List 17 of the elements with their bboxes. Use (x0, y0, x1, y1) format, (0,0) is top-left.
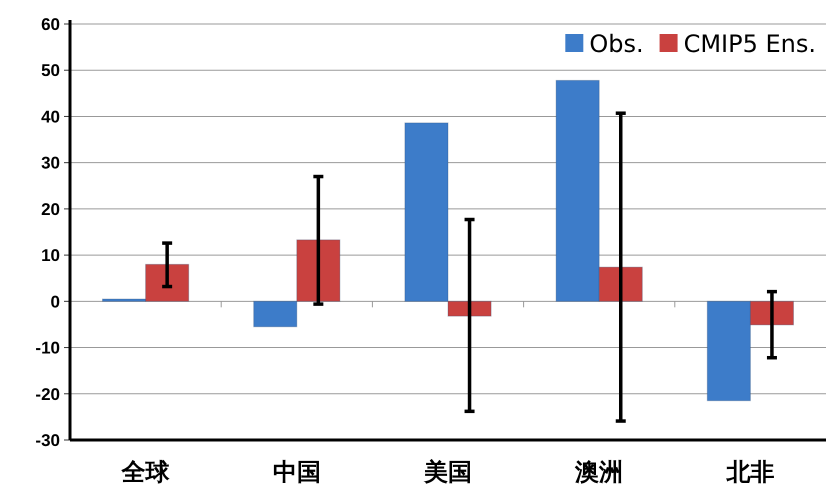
x-tick-label: 美国 (423, 458, 472, 486)
y-tick-label: 40 (41, 107, 60, 126)
x-tick-label: 全球 (120, 459, 171, 486)
y-tick-label: 0 (50, 292, 60, 312)
x-tick-label: 北非 (725, 459, 774, 486)
y-tick-label: -30 (35, 431, 60, 450)
legend-label: CMIP5 Ens. (684, 30, 816, 58)
x-tick-label: 澳洲 (574, 459, 624, 486)
x-tick-label: 中国 (272, 459, 321, 486)
y-tick-label: 10 (41, 246, 60, 266)
y-tick-label: 30 (41, 154, 60, 173)
y-tick-label: -10 (35, 338, 60, 358)
y-tick-label: 20 (41, 200, 60, 219)
y-tick-label: 60 (41, 15, 60, 34)
y-tick-label: 50 (41, 61, 60, 80)
legend-label: Obs. (589, 30, 644, 58)
y-tick-label: -20 (35, 384, 60, 404)
